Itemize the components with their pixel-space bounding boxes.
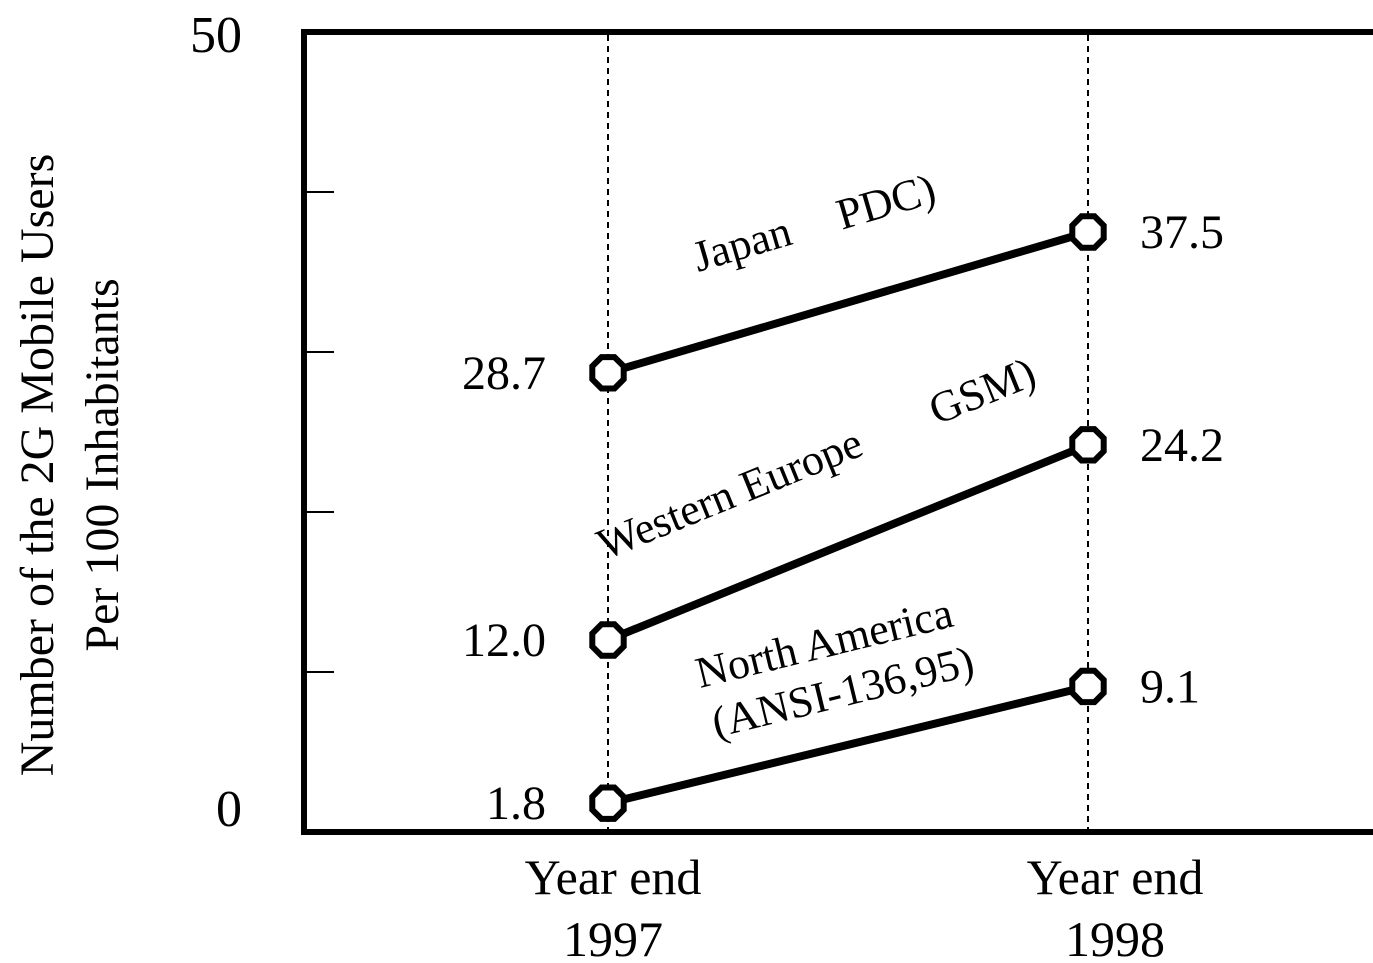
- data-value-label: 28.7: [462, 347, 546, 400]
- x-category-label: Year end: [525, 849, 702, 905]
- data-point-marker: [589, 354, 627, 392]
- data-value-label: 9.1: [1140, 660, 1200, 713]
- y-ticks: 0 50: [190, 7, 334, 838]
- x-category-label: Year end: [1027, 849, 1204, 905]
- series-line: [607, 682, 1089, 808]
- series-name-text: Japan: [687, 206, 797, 281]
- y-axis-title: Per 100 Inhabitants: [76, 278, 129, 651]
- y-axis-title: Number of the 2G Mobile Users: [11, 154, 64, 777]
- y-tick-label: 0: [216, 781, 242, 838]
- labels: 28.7 37.5 12.0 24.2 1.8 9.1 Year end 1997 Year e…: [11, 154, 1224, 963]
- data-value-label: 37.5: [1140, 206, 1224, 259]
- axes: [301, 29, 1373, 835]
- data-point-marker: [1069, 213, 1107, 251]
- data-point-marker: [589, 621, 627, 659]
- x-category-label: 1997: [563, 911, 663, 963]
- data-value-label: 1.8: [486, 777, 546, 830]
- data-value-label: 12.0: [462, 614, 546, 667]
- series-name-text: GSM): [922, 348, 1042, 435]
- series: [589, 213, 1107, 822]
- series-name-text: PDC): [831, 164, 941, 239]
- series-name-label: Japan PDC): [687, 164, 941, 281]
- series-line: [606, 441, 1090, 644]
- data-point-marker: [1069, 426, 1107, 464]
- x-category-label: 1998: [1065, 911, 1165, 963]
- series-line: [606, 228, 1090, 377]
- y-tick-label: 50: [190, 7, 242, 64]
- data-value-label: 24.2: [1140, 419, 1224, 472]
- data-point-marker: [589, 784, 627, 822]
- data-point-marker: [1069, 667, 1107, 706]
